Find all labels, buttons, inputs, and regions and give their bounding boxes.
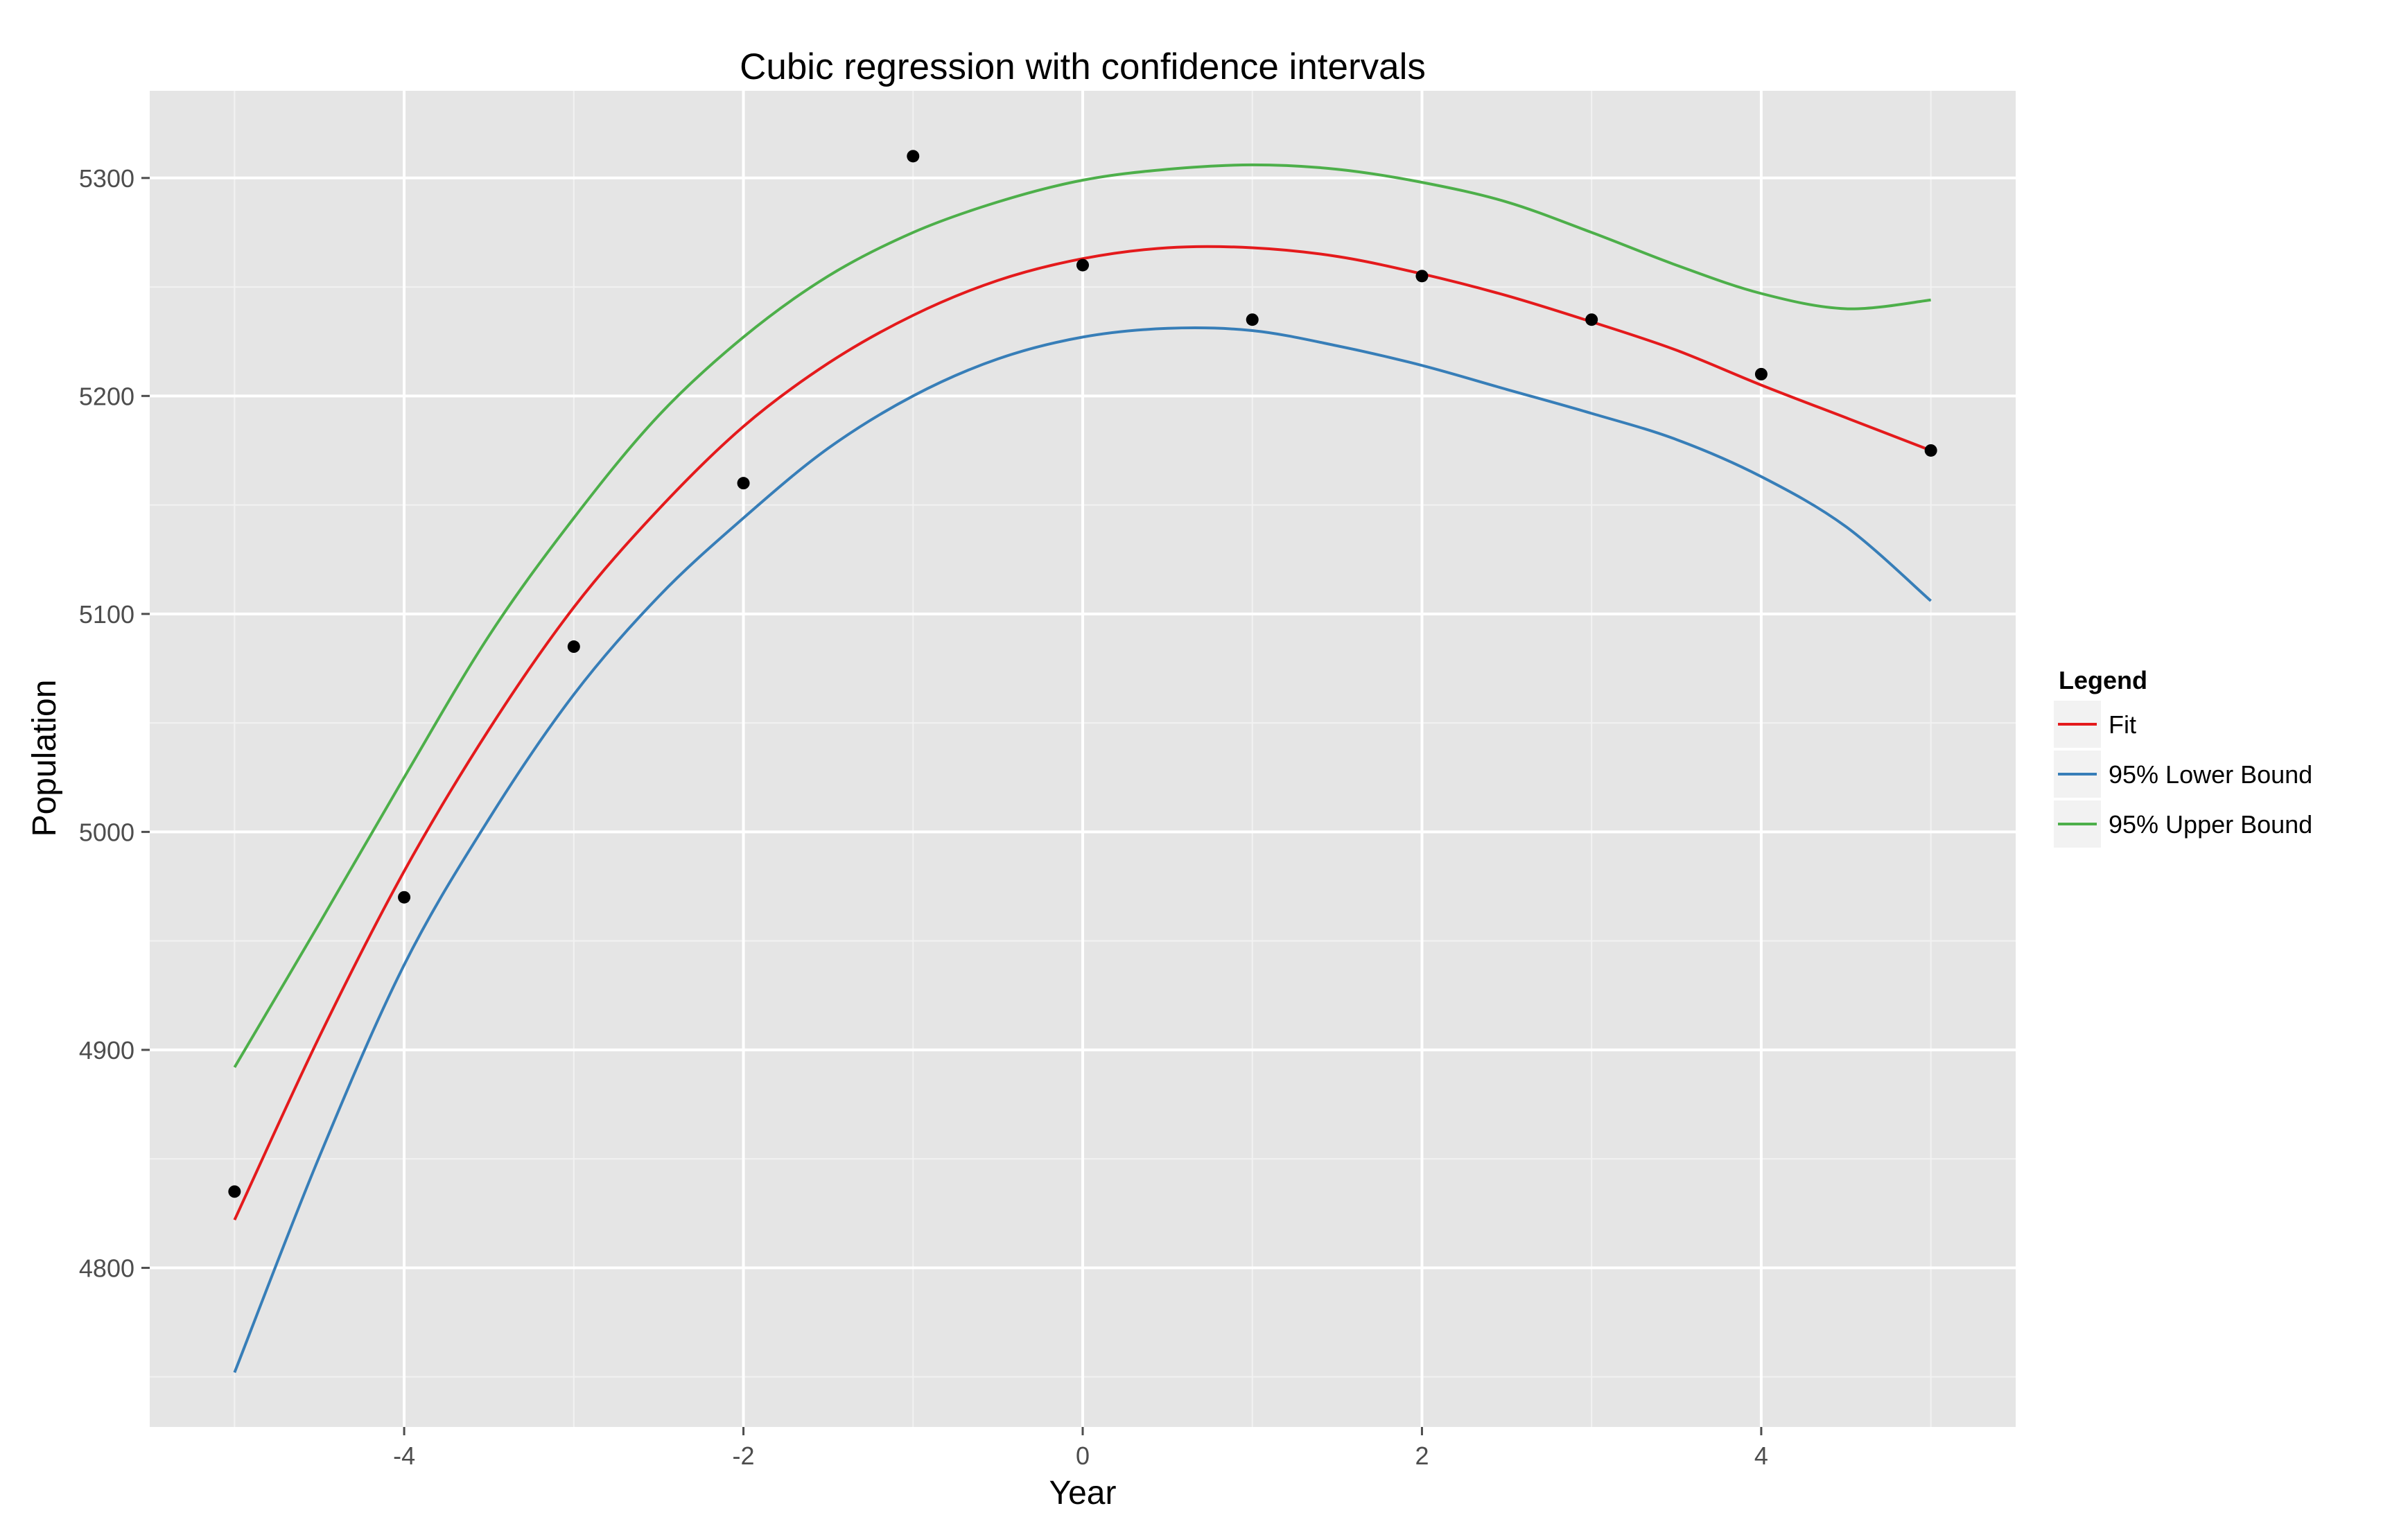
data-point bbox=[1585, 313, 1598, 326]
series-line-95-lower-bound bbox=[233, 326, 1932, 1374]
data-point bbox=[1246, 313, 1259, 326]
legend-title: Legend bbox=[2059, 666, 2147, 694]
y-tick-label: 5300 bbox=[79, 164, 134, 193]
series-line-fit bbox=[233, 245, 1932, 1221]
series-line-95-upper-bound bbox=[233, 163, 1931, 1069]
legend-label-95-lower-bound: 95% Lower Bound bbox=[2109, 760, 2312, 789]
y-axis-title: Population bbox=[26, 680, 63, 837]
grid-major bbox=[150, 91, 2016, 1427]
data-point bbox=[907, 150, 920, 163]
legend: Legend Fit 95% Lower Bound 95% Upper Bound bbox=[2052, 666, 2312, 849]
x-tick-label: 0 bbox=[1076, 1442, 1090, 1470]
x-tick-label: 4 bbox=[1754, 1442, 1768, 1470]
y-tick-label: 4800 bbox=[79, 1254, 134, 1282]
data-points bbox=[228, 150, 1937, 1198]
y-axis: 4800 4900 5000 5100 5200 5300 bbox=[79, 164, 150, 1282]
legend-label-95-upper-bound: 95% Upper Bound bbox=[2109, 810, 2312, 839]
x-tick-label: 2 bbox=[1415, 1442, 1429, 1470]
y-tick-label: 5200 bbox=[79, 382, 134, 410]
y-tick-label: 5000 bbox=[79, 818, 134, 846]
data-point bbox=[567, 640, 580, 654]
chart-title: Cubic regression with confidence interva… bbox=[740, 46, 1426, 87]
x-axis: -4 -2 0 2 4 bbox=[393, 1427, 1768, 1470]
data-point bbox=[1924, 444, 1937, 457]
x-tick-label: -4 bbox=[393, 1442, 415, 1470]
y-tick-label: 4900 bbox=[79, 1036, 134, 1065]
data-point bbox=[1754, 367, 1768, 380]
data-point bbox=[228, 1185, 241, 1198]
legend-label-fit: Fit bbox=[2109, 710, 2136, 739]
data-point bbox=[737, 477, 750, 490]
data-point bbox=[398, 891, 411, 904]
x-tick-label: -2 bbox=[733, 1442, 755, 1470]
y-tick-label: 5100 bbox=[79, 600, 134, 629]
series-lines bbox=[233, 163, 1932, 1374]
data-point bbox=[1415, 270, 1429, 283]
data-point bbox=[1076, 259, 1089, 272]
x-axis-title: Year bbox=[1049, 1475, 1117, 1512]
legend-items: Fit 95% Lower Bound 95% Upper Bound bbox=[2052, 699, 2312, 849]
